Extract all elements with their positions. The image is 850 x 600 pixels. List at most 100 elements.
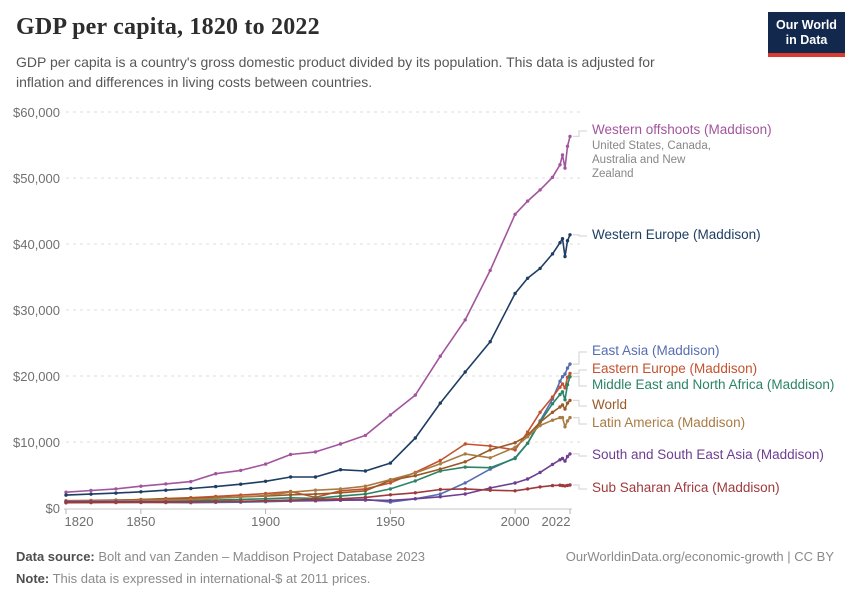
point-world[interactable]: [558, 405, 562, 409]
point-eastern-europe-maddison[interactable]: [513, 448, 517, 452]
point-western-europe-maddison[interactable]: [513, 291, 517, 296]
point-latin-america-maddison[interactable]: [550, 418, 555, 422]
point-south-and-south-east-asia-maddison[interactable]: [525, 477, 530, 481]
line-middle-east-and-north-africa-maddison[interactable]: [65, 375, 571, 504]
point-middle-east-and-north-africa-maddison[interactable]: [560, 390, 565, 394]
point-latin-america-maddison[interactable]: [388, 477, 393, 482]
point-world[interactable]: [563, 407, 567, 411]
point-world[interactable]: [513, 441, 517, 445]
point-latin-america-maddison[interactable]: [313, 488, 318, 492]
series-label-world[interactable]: World: [592, 397, 628, 412]
point-sub-saharan-africa-maddison[interactable]: [438, 487, 442, 492]
point-western-europe-maddison[interactable]: [114, 491, 118, 495]
point-sub-saharan-africa-maddison[interactable]: [463, 487, 467, 491]
series-label-sub-saharan-africa-maddison[interactable]: Sub Saharan Africa (Maddison): [592, 480, 780, 495]
point-south-and-south-east-asia-maddison[interactable]: [538, 470, 542, 475]
point-sub-saharan-africa-maddison[interactable]: [558, 483, 562, 487]
point-western-europe-maddison[interactable]: [550, 252, 555, 256]
point-western-offshoots-maddison[interactable]: [463, 318, 467, 322]
point-east-asia-maddison[interactable]: [438, 492, 442, 496]
point-sub-saharan-africa-maddison[interactable]: [565, 483, 570, 488]
point-western-europe-maddison[interactable]: [413, 436, 417, 440]
point-latin-america-maddison[interactable]: [338, 487, 343, 491]
point-sub-saharan-africa-maddison[interactable]: [525, 487, 530, 491]
point-western-europe-maddison[interactable]: [560, 237, 565, 241]
point-eastern-europe-maddison[interactable]: [538, 410, 542, 414]
line-latin-america-maddison[interactable]: [65, 416, 571, 502]
point-east-asia-maddison[interactable]: [560, 375, 565, 379]
point-south-and-south-east-asia-maddison[interactable]: [413, 497, 417, 501]
point-western-europe-maddison[interactable]: [164, 488, 168, 492]
point-western-europe-maddison[interactable]: [288, 475, 293, 479]
point-western-europe-maddison[interactable]: [214, 484, 218, 489]
point-world[interactable]: [463, 460, 467, 464]
point-sub-saharan-africa-maddison[interactable]: [89, 500, 93, 505]
point-world[interactable]: [363, 489, 368, 493]
point-south-and-south-east-asia-maddison[interactable]: [513, 481, 517, 485]
line-western-offshoots-maddison[interactable]: [65, 135, 571, 494]
point-western-offshoots-maddison[interactable]: [525, 199, 530, 203]
point-western-europe-maddison[interactable]: [363, 469, 368, 473]
point-middle-east-and-north-africa-maddison[interactable]: [513, 456, 517, 461]
point-eastern-europe-maddison[interactable]: [488, 444, 492, 448]
point-latin-america-maddison[interactable]: [565, 419, 570, 423]
point-western-offshoots-maddison[interactable]: [89, 488, 93, 493]
point-sub-saharan-africa-maddison[interactable]: [189, 500, 193, 504]
point-western-offshoots-maddison[interactable]: [388, 413, 393, 417]
point-east-asia-maddison[interactable]: [558, 379, 562, 383]
point-western-europe-maddison[interactable]: [558, 241, 562, 245]
point-south-and-south-east-asia-maddison[interactable]: [388, 498, 393, 503]
point-latin-america-maddison[interactable]: [239, 495, 243, 499]
point-latin-america-maddison[interactable]: [214, 496, 218, 500]
point-western-offshoots-maddison[interactable]: [558, 163, 562, 167]
point-western-offshoots-maddison[interactable]: [565, 144, 570, 148]
point-middle-east-and-north-africa-maddison[interactable]: [558, 392, 562, 397]
series-label-latin-america-maddison[interactable]: Latin America (Maddison): [592, 415, 746, 430]
point-world[interactable]: [550, 410, 555, 414]
point-western-offshoots-maddison[interactable]: [189, 479, 193, 484]
point-sub-saharan-africa-maddison[interactable]: [313, 497, 318, 502]
point-western-offshoots-maddison[interactable]: [214, 472, 218, 476]
point-latin-america-maddison[interactable]: [413, 471, 417, 475]
point-south-and-south-east-asia-maddison[interactable]: [568, 452, 572, 456]
point-sub-saharan-africa-maddison[interactable]: [288, 498, 293, 502]
point-latin-america-maddison[interactable]: [513, 445, 517, 449]
point-eastern-europe-maddison[interactable]: [563, 386, 567, 390]
point-latin-america-maddison[interactable]: [363, 484, 368, 488]
point-middle-east-and-north-africa-maddison[interactable]: [568, 375, 572, 379]
series-label-south-and-south-east-asia-maddison[interactable]: South and South East Asia (Maddison): [592, 447, 824, 462]
point-latin-america-maddison[interactable]: [438, 462, 442, 466]
point-south-and-south-east-asia-maddison[interactable]: [558, 458, 562, 462]
point-middle-east-and-north-africa-maddison[interactable]: [363, 492, 368, 496]
point-western-offshoots-maddison[interactable]: [139, 484, 143, 488]
point-western-offshoots-maddison[interactable]: [164, 482, 168, 486]
point-world[interactable]: [568, 398, 572, 403]
point-world[interactable]: [565, 401, 570, 405]
point-western-europe-maddison[interactable]: [438, 401, 442, 405]
point-world[interactable]: [313, 492, 318, 496]
point-western-europe-maddison[interactable]: [139, 490, 143, 494]
point-sub-saharan-africa-maddison[interactable]: [139, 500, 143, 504]
point-south-and-south-east-asia-maddison[interactable]: [463, 492, 467, 496]
point-eastern-europe-maddison[interactable]: [568, 371, 572, 376]
point-eastern-europe-maddison[interactable]: [550, 395, 555, 399]
point-latin-america-maddison[interactable]: [488, 456, 492, 460]
point-sub-saharan-africa-maddison[interactable]: [214, 500, 218, 504]
point-eastern-europe-maddison[interactable]: [558, 385, 562, 389]
point-western-offshoots-maddison[interactable]: [488, 268, 492, 273]
point-western-europe-maddison[interactable]: [263, 479, 268, 483]
point-eastern-europe-maddison[interactable]: [463, 442, 467, 446]
point-latin-america-maddison[interactable]: [538, 423, 542, 428]
point-latin-america-maddison[interactable]: [563, 425, 567, 429]
point-world[interactable]: [413, 474, 417, 478]
point-middle-east-and-north-africa-maddison[interactable]: [525, 441, 530, 445]
point-sub-saharan-africa-maddison[interactable]: [550, 483, 555, 488]
series-label-eastern-europe-maddison[interactable]: Eastern Europe (Maddison): [592, 361, 758, 376]
point-western-europe-maddison[interactable]: [568, 233, 572, 237]
point-eastern-europe-maddison[interactable]: [525, 430, 530, 434]
point-latin-america-maddison[interactable]: [558, 415, 562, 420]
point-south-and-south-east-asia-maddison[interactable]: [565, 454, 570, 459]
point-sub-saharan-africa-maddison[interactable]: [164, 500, 168, 504]
point-western-europe-maddison[interactable]: [525, 276, 530, 280]
